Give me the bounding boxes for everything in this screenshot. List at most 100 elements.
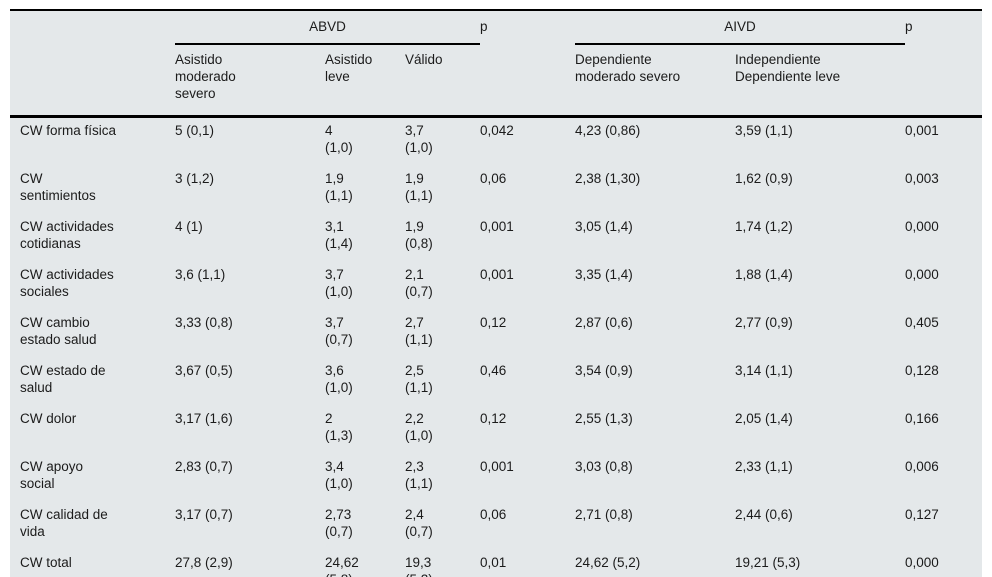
cell-abvd-asistido-leve: 3,7 (0,7): [325, 315, 353, 347]
cell-p-abvd: 0,042: [480, 123, 514, 138]
cell-p-abvd: 0,06: [480, 171, 507, 186]
cell-p-aivd: 0,166: [905, 411, 939, 426]
row-label: CW estado de salud: [20, 363, 106, 395]
cell-p-aivd: 0,128: [905, 363, 939, 378]
row-label: CW total: [20, 555, 72, 570]
cell-p-aivd: 0,006: [905, 459, 939, 474]
row-label: CW apoyo social: [20, 459, 84, 491]
col-header-p2-spacer: [905, 44, 983, 118]
cell-abvd-valido: 1,9 (1,1): [405, 171, 433, 203]
cell-aivd-independiente: 3,59 (1,1): [735, 123, 793, 138]
group-header-abvd: ABVD: [175, 11, 481, 45]
col-header-independiente-dependiente-leve: Independiente Dependiente leve: [735, 44, 906, 118]
cell-abvd-valido: 2,2 (1,0): [405, 411, 433, 443]
table-row: CW forma física 5 (0,1) 4 (1,0) 3,7 (1,0…: [10, 117, 982, 167]
cell-p-aivd: 0,405: [905, 315, 939, 330]
cell-p-abvd: 0,46: [480, 363, 507, 378]
cell-abvd-asistido-leve: 3,6 (1,0): [325, 363, 353, 395]
corner-cell: [10, 11, 175, 44]
cell-aivd-dependiente: 3,03 (0,8): [575, 459, 633, 474]
cell-abvd-asistido-moderado-severo: 5 (0,1): [175, 123, 215, 138]
table-row: CW sentimientos 3 (1,2) 1,9 (1,1) 1,9 (1…: [10, 166, 982, 214]
cell-p-aivd: 0,000: [905, 555, 939, 570]
cell-abvd-asistido-moderado-severo: 4 (1): [175, 219, 203, 234]
cell-aivd-independiente: 2,05 (1,4): [735, 411, 793, 426]
cell-aivd-independiente: 1,88 (1,4): [735, 267, 793, 282]
cell-p-aivd: 0,127: [905, 507, 939, 522]
cell-abvd-asistido-leve: 4 (1,0): [325, 123, 353, 155]
p-column-header-aivd: p: [905, 19, 913, 34]
cell-abvd-asistido-leve: 3,1 (1,4): [325, 219, 353, 251]
cell-abvd-valido: 19,3 (5,2): [405, 555, 433, 577]
sub-header-row: Asistido moderado severo Asistido leve V…: [10, 44, 983, 118]
cell-aivd-independiente: 19,21 (5,3): [735, 555, 801, 570]
results-table-sheet: ABVD p AIVD p Asistido moderado severo A…: [10, 9, 983, 577]
cell-p-abvd: 0,06: [480, 507, 507, 522]
cell-abvd-valido: 1,9 (0,8): [405, 219, 433, 251]
cell-aivd-independiente: 2,44 (0,6): [735, 507, 793, 522]
cell-p-abvd: 0,001: [480, 459, 514, 474]
table-row: CW actividades cotidianas 4 (1) 3,1 (1,4…: [10, 214, 982, 262]
row-label: CW cambio estado salud: [20, 315, 97, 347]
row-label: CW calidad de vida: [20, 507, 108, 539]
cell-aivd-independiente: 3,14 (1,1): [735, 363, 793, 378]
cell-p-aivd: 0,001: [905, 123, 939, 138]
cell-abvd-valido: 2,1 (0,7): [405, 267, 433, 299]
row-label: CW forma física: [20, 123, 117, 138]
cell-abvd-asistido-moderado-severo: 3,67 (0,5): [175, 363, 233, 378]
cell-aivd-dependiente: 2,71 (0,8): [575, 507, 633, 522]
table-row: CW estado de salud 3,67 (0,5) 3,6 (1,0) …: [10, 358, 982, 406]
cell-p-abvd: 0,12: [480, 411, 507, 426]
cell-abvd-valido: 2,7 (1,1): [405, 315, 433, 347]
table-row: CW total 27,8 (2,9) 24,62 (5,8) 19,3 (5,…: [10, 550, 982, 577]
cell-abvd-valido: 2,5 (1,1): [405, 363, 433, 395]
corner-cell: [10, 44, 175, 118]
cell-abvd-asistido-leve: 3,4 (1,0): [325, 459, 353, 491]
cell-abvd-asistido-leve: 3,7 (1,0): [325, 267, 353, 299]
cell-aivd-dependiente: 3,05 (1,4): [575, 219, 633, 234]
cell-abvd-valido: 2,3 (1,1): [405, 459, 433, 491]
cell-aivd-independiente: 1,62 (0,9): [735, 171, 793, 186]
cell-abvd-asistido-leve: 2,73 (0,7): [325, 507, 353, 539]
col-header-valido: Válido: [405, 44, 481, 118]
table-row: CW apoyo social 2,83 (0,7) 3,4 (1,0) 2,3…: [10, 454, 982, 502]
col-header-asistido-leve: Asistido leve: [325, 44, 405, 118]
cell-abvd-asistido-leve: 2 (1,3): [325, 411, 353, 443]
cell-aivd-dependiente: 3,54 (0,9): [575, 363, 633, 378]
group-header-row: ABVD p AIVD p: [10, 11, 982, 45]
cell-abvd-asistido-leve: 1,9 (1,1): [325, 171, 353, 203]
cell-abvd-asistido-moderado-severo: 3,17 (1,6): [175, 411, 233, 426]
col-header-p1-spacer: [480, 44, 576, 118]
cell-abvd-asistido-moderado-severo: 27,8 (2,9): [175, 555, 233, 570]
row-label: CW actividades cotidianas: [20, 219, 114, 251]
cell-aivd-independiente: 2,77 (0,9): [735, 315, 793, 330]
cell-p-abvd: 0,01: [480, 555, 507, 570]
cell-abvd-asistido-moderado-severo: 2,83 (0,7): [175, 459, 233, 474]
cell-p-abvd: 0,001: [480, 267, 514, 282]
table-row: CW actividades sociales 3,6 (1,1) 3,7 (1…: [10, 262, 982, 310]
cell-p-aivd: 0,000: [905, 267, 939, 282]
cell-p-aivd: 0,003: [905, 171, 939, 186]
table-row: CW cambio estado salud 3,33 (0,8) 3,7 (0…: [10, 310, 982, 358]
col-header-asistido-moderado-severo: Asistido moderado severo: [175, 44, 325, 118]
cell-p-abvd: 0,001: [480, 219, 514, 234]
row-label: CW actividades sociales: [20, 267, 114, 299]
p-column-header-abvd: p: [480, 19, 488, 34]
cell-aivd-dependiente: 2,87 (0,6): [575, 315, 633, 330]
cell-aivd-dependiente: 2,38 (1,30): [575, 171, 641, 186]
cell-abvd-asistido-moderado-severo: 3,6 (1,1): [175, 267, 226, 282]
col-header-dependiente-moderado-severo: Dependiente moderado severo: [575, 44, 736, 118]
cell-aivd-dependiente: 2,55 (1,3): [575, 411, 633, 426]
cell-abvd-valido: 3,7 (1,0): [405, 123, 433, 155]
cell-p-abvd: 0,12: [480, 315, 507, 330]
row-label: CW sentimientos: [20, 171, 96, 203]
cell-p-aivd: 0,000: [905, 219, 939, 234]
cell-aivd-independiente: 2,33 (1,1): [735, 459, 793, 474]
cell-abvd-asistido-moderado-severo: 3,33 (0,8): [175, 315, 233, 330]
cell-abvd-asistido-leve: 24,62 (5,8): [325, 555, 359, 577]
cell-aivd-dependiente: 24,62 (5,2): [575, 555, 641, 570]
row-label: CW dolor: [20, 411, 77, 426]
cell-aivd-independiente: 1,74 (1,2): [735, 219, 793, 234]
cell-abvd-asistido-moderado-severo: 3,17 (0,7): [175, 507, 233, 522]
cell-abvd-asistido-moderado-severo: 3 (1,2): [175, 171, 215, 186]
